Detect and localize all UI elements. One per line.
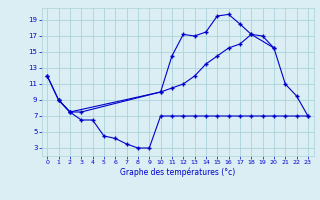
X-axis label: Graphe des températures (°c): Graphe des températures (°c) xyxy=(120,168,235,177)
